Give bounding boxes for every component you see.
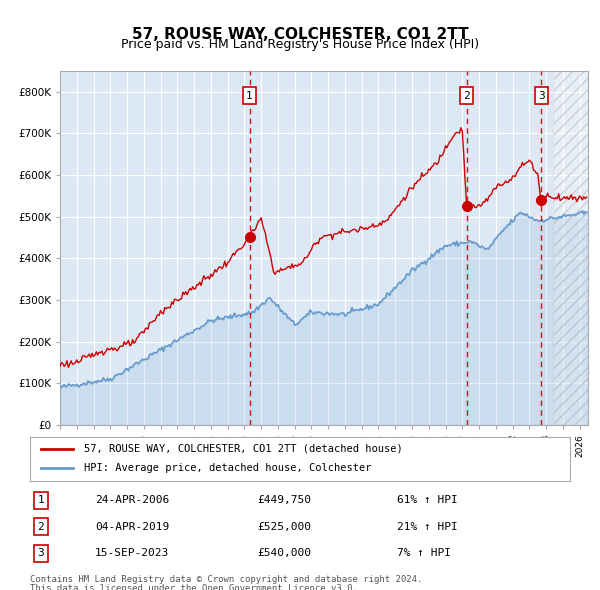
- Text: 57, ROUSE WAY, COLCHESTER, CO1 2TT (detached house): 57, ROUSE WAY, COLCHESTER, CO1 2TT (deta…: [84, 444, 403, 454]
- Text: This data is licensed under the Open Government Licence v3.0.: This data is licensed under the Open Gov…: [30, 584, 358, 590]
- Text: Contains HM Land Registry data © Crown copyright and database right 2024.: Contains HM Land Registry data © Crown c…: [30, 575, 422, 584]
- Text: 24-APR-2006: 24-APR-2006: [95, 496, 169, 505]
- Text: 2: 2: [463, 91, 470, 101]
- Text: 2: 2: [37, 522, 44, 532]
- Text: £449,750: £449,750: [257, 496, 311, 505]
- Text: £540,000: £540,000: [257, 548, 311, 558]
- Text: Price paid vs. HM Land Registry's House Price Index (HPI): Price paid vs. HM Land Registry's House …: [121, 38, 479, 51]
- Text: 57, ROUSE WAY, COLCHESTER, CO1 2TT: 57, ROUSE WAY, COLCHESTER, CO1 2TT: [131, 27, 469, 41]
- Text: 3: 3: [37, 548, 44, 558]
- Text: £525,000: £525,000: [257, 522, 311, 532]
- Text: 15-SEP-2023: 15-SEP-2023: [95, 548, 169, 558]
- Text: 21% ↑ HPI: 21% ↑ HPI: [397, 522, 458, 532]
- Text: 61% ↑ HPI: 61% ↑ HPI: [397, 496, 458, 505]
- Text: HPI: Average price, detached house, Colchester: HPI: Average price, detached house, Colc…: [84, 464, 371, 473]
- Text: 7% ↑ HPI: 7% ↑ HPI: [397, 548, 451, 558]
- Polygon shape: [553, 71, 588, 425]
- Text: 3: 3: [538, 91, 545, 101]
- Text: 04-APR-2019: 04-APR-2019: [95, 522, 169, 532]
- Text: 1: 1: [37, 496, 44, 505]
- Text: 1: 1: [246, 91, 253, 101]
